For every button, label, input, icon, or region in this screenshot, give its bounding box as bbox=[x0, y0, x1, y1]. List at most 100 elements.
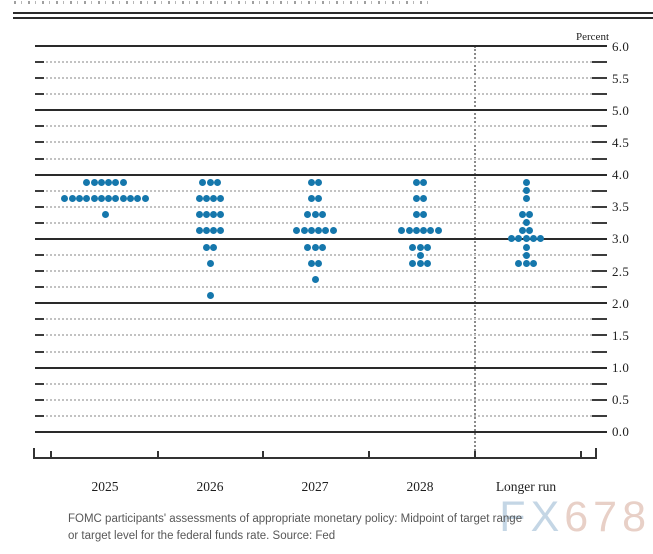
projection-dot-2028-3.125 bbox=[420, 227, 428, 235]
y-tick-left-1.5 bbox=[35, 334, 44, 337]
gridline-dotted-0.75 bbox=[35, 382, 592, 385]
y-tick-left-3.25 bbox=[35, 221, 44, 224]
x-axis-tick-4 bbox=[474, 451, 476, 458]
x-label-2028: 2028 bbox=[406, 479, 434, 494]
projection-dot-2025-3.625 bbox=[83, 195, 91, 203]
y-tick-left-3.75 bbox=[35, 189, 44, 192]
caption-line-2: or target level for the federal funds ra… bbox=[68, 530, 336, 542]
y-tick-left-4.75 bbox=[35, 125, 44, 128]
y-tick-label-2.0: 2.0 bbox=[612, 295, 630, 311]
y-tick-right-5.75 bbox=[592, 61, 607, 64]
projection-dot-longer-run-3.25 bbox=[522, 219, 530, 227]
projection-dot-2028-2.875 bbox=[423, 243, 431, 251]
projection-dot-2027-2.875 bbox=[304, 243, 312, 251]
y-tick-label-6.0: 6.0 bbox=[612, 38, 630, 54]
gridline-dotted-2.25 bbox=[35, 286, 592, 289]
gridline-solid-1 bbox=[35, 366, 607, 369]
y-tick-right-5.5 bbox=[592, 77, 607, 80]
projection-dot-longer-run-3 bbox=[515, 235, 523, 243]
projection-dot-longer-run-3.75 bbox=[522, 187, 530, 195]
projection-dot-2026-3.375 bbox=[210, 211, 218, 219]
projection-dot-longer-run-2.75 bbox=[522, 251, 530, 259]
projection-dot-2025-3.625 bbox=[68, 195, 76, 203]
gridline-dotted-0.5 bbox=[35, 398, 592, 401]
x-label-2025: 2025 bbox=[91, 479, 119, 494]
projection-dot-2025-3.625 bbox=[119, 195, 127, 203]
projection-dot-2026-2.875 bbox=[210, 243, 218, 251]
y-tick-label-4.5: 4.5 bbox=[612, 134, 630, 150]
projection-dot-2028-3.375 bbox=[412, 211, 420, 219]
projection-dot-2027-3.125 bbox=[293, 227, 301, 235]
header-double-rule bbox=[13, 12, 653, 19]
y-tick-left-4.25 bbox=[35, 157, 44, 160]
y-tick-left-1.25 bbox=[35, 350, 44, 353]
projection-dot-2028-2.625 bbox=[416, 259, 424, 267]
projection-dot-2027-2.875 bbox=[311, 243, 319, 251]
x-label-2026: 2026 bbox=[196, 479, 224, 494]
projection-dot-longer-run-2.625 bbox=[515, 259, 523, 267]
fx678-watermark: FX678 bbox=[499, 496, 651, 539]
gridline-dotted-5.75 bbox=[35, 61, 592, 64]
projection-dot-2027-2.875 bbox=[318, 243, 326, 251]
watermark-678: 678 bbox=[564, 493, 651, 541]
projection-dot-2025-3.875 bbox=[97, 179, 105, 187]
projection-dot-2025-3.875 bbox=[105, 179, 113, 187]
projection-dot-2026-3.375 bbox=[217, 211, 225, 219]
y-tick-left-5.75 bbox=[35, 61, 44, 64]
y-tick-left-0.5 bbox=[35, 398, 44, 401]
x-axis-tick-0 bbox=[50, 451, 52, 458]
projection-dot-2028-2.625 bbox=[423, 259, 431, 267]
y-tick-left-1.75 bbox=[35, 318, 44, 321]
projection-dot-longer-run-3.125 bbox=[526, 227, 534, 235]
projection-dot-2028-2.875 bbox=[409, 243, 417, 251]
y-tick-left-2.25 bbox=[35, 286, 44, 289]
projection-dot-longer-run-3 bbox=[529, 235, 537, 243]
y-tick-right-4.5 bbox=[592, 141, 607, 144]
projection-dot-longer-run-2.625 bbox=[522, 259, 530, 267]
projection-dot-2025-3.625 bbox=[141, 195, 149, 203]
y-tick-right-3.75 bbox=[592, 189, 607, 192]
projection-dot-2028-3.125 bbox=[412, 227, 420, 235]
y-tick-label-0.0: 0.0 bbox=[612, 424, 630, 440]
x-label-2027: 2027 bbox=[301, 479, 329, 494]
gridline-solid-5 bbox=[35, 109, 607, 112]
y-tick-label-0.5: 0.5 bbox=[612, 392, 630, 408]
gridline-dotted-4.75 bbox=[35, 125, 592, 128]
x-label-longer-run: Longer run bbox=[495, 479, 557, 494]
projection-dot-2026-3.375 bbox=[195, 211, 203, 219]
projection-dot-2025-3.625 bbox=[127, 195, 135, 203]
projection-dot-2027-3.875 bbox=[315, 179, 323, 187]
y-axis-unit-label: Percent bbox=[576, 31, 609, 43]
y-tick-right-0.5 bbox=[592, 398, 607, 401]
gridline-solid-3 bbox=[35, 237, 607, 240]
projection-dot-2026-3.625 bbox=[195, 195, 203, 203]
y-tick-right-1.75 bbox=[592, 318, 607, 321]
gridline-solid-6 bbox=[35, 45, 607, 47]
projection-dot-2027-3.625 bbox=[307, 195, 315, 203]
x-axis-right-corner bbox=[595, 448, 597, 458]
y-tick-left-2.75 bbox=[35, 254, 44, 257]
projection-dot-2026-3.625 bbox=[202, 195, 210, 203]
gridline-dotted-3.5 bbox=[35, 205, 592, 208]
y-tick-label-4.0: 4.0 bbox=[612, 167, 630, 183]
gridline-dotted-2.75 bbox=[35, 254, 592, 257]
gridline-dotted-0.25 bbox=[35, 414, 592, 417]
projection-dot-2025-3.625 bbox=[61, 195, 69, 203]
projection-dot-2026-3.375 bbox=[202, 211, 210, 219]
chart-caption: FOMC participants' assessments of approp… bbox=[68, 511, 538, 545]
projection-dot-2025-3.875 bbox=[90, 179, 98, 187]
projection-dot-2027-3.125 bbox=[315, 227, 323, 235]
projection-dot-2026-2.875 bbox=[202, 243, 210, 251]
x-axis-tick-3 bbox=[367, 451, 370, 458]
y-tick-right-3.25 bbox=[592, 221, 607, 224]
projection-dot-longer-run-3.125 bbox=[518, 227, 526, 235]
y-tick-left-5.5 bbox=[35, 77, 44, 80]
gridline-solid-0 bbox=[35, 430, 607, 433]
projection-dot-2028-3.375 bbox=[420, 211, 428, 219]
projection-dot-2027-3.625 bbox=[315, 195, 323, 203]
projection-dot-2026-3.625 bbox=[217, 195, 225, 203]
y-tick-right-1.5 bbox=[592, 334, 607, 337]
y-tick-right-2.25 bbox=[592, 286, 607, 289]
